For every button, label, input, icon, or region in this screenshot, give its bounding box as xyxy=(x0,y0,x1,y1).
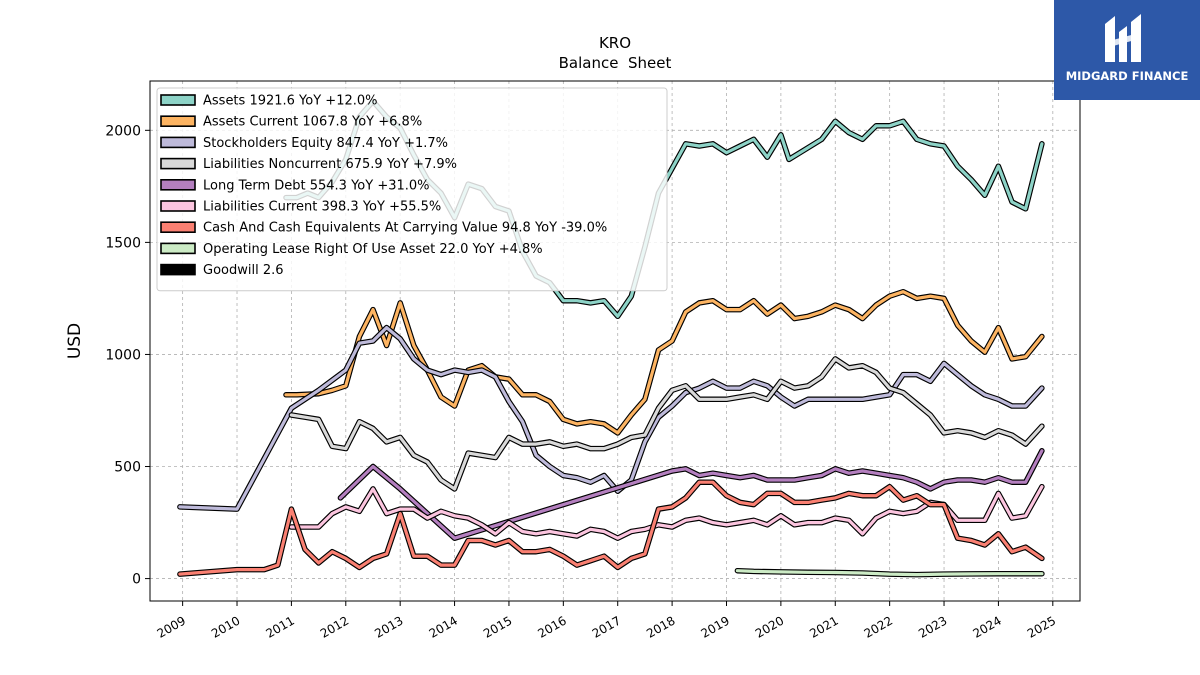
series-line-liabilities-noncurrent xyxy=(289,357,1044,491)
legend-swatch xyxy=(160,157,196,170)
x-tick-label: 2018 xyxy=(644,613,677,640)
legend-swatch xyxy=(160,115,196,127)
x-tick-label: 2023 xyxy=(916,613,949,640)
legend-swatch xyxy=(160,179,196,191)
chart-subtitle: Balance Sheet xyxy=(559,54,672,72)
legend-swatch xyxy=(160,221,196,233)
y-axis: 0 500 1000 1500 2000 xyxy=(105,123,150,588)
series-line-long-term-debt xyxy=(338,449,1044,540)
legend-entry: Cash And Cash Equivalents At Carrying Va… xyxy=(203,221,607,236)
legend-entry: Liabilities Current 398.3 YoY +55.5% xyxy=(203,200,441,215)
legend-swatch xyxy=(160,242,196,255)
x-tick-label: 2014 xyxy=(427,613,460,640)
x-tick-label: 2022 xyxy=(862,613,895,640)
legend: Assets 1921.6 YoY +12.0% Assets Current 1… xyxy=(156,87,668,292)
y-tick-label: 2000 xyxy=(105,123,141,139)
x-tick-label: 2019 xyxy=(699,613,732,640)
x-tick-label: 2009 xyxy=(155,613,188,640)
chart-title: KRO xyxy=(599,34,631,52)
legend-entry: Stockholders Equity 847.4 YoY +1.7% xyxy=(203,136,448,151)
midgard-logo-icon xyxy=(1105,14,1141,62)
legend-swatch xyxy=(160,263,196,276)
y-tick-label: 1000 xyxy=(105,347,141,363)
legend-entry: Liabilities Noncurrent 675.9 YoY +7.9% xyxy=(203,157,457,172)
brand-name: MIDGARD FINANCE xyxy=(1065,69,1189,83)
x-tick-label: 2013 xyxy=(372,613,405,640)
x-tick-label: 2011 xyxy=(263,613,296,640)
x-tick-label: 2025 xyxy=(1025,613,1058,640)
x-tick-label: 2024 xyxy=(970,613,1003,640)
x-tick-label: 2016 xyxy=(535,613,568,640)
y-tick-label: 0 xyxy=(132,572,141,588)
legend-box xyxy=(156,87,668,292)
x-axis: 2009 2010 2011 2012 2013 2014 2015 2016 2017 2018… xyxy=(155,601,1058,641)
series-line-operating-lease-right-of-use-asset xyxy=(735,569,1044,577)
legend-swatch xyxy=(160,94,196,106)
brand-logo: MIDGARD FINANCE xyxy=(1054,0,1200,100)
x-tick-label: 2020 xyxy=(753,613,786,640)
series-line-cash-and-cash-equivalents-at-carrying-value xyxy=(178,480,1044,576)
x-tick-label: 2021 xyxy=(807,613,840,640)
legend-entry: Assets 1921.6 YoY +12.0% xyxy=(203,94,378,109)
y-axis-label: USD xyxy=(65,323,85,359)
legend-swatch xyxy=(160,136,196,149)
legend-swatch xyxy=(160,200,196,212)
legend-entry: Goodwill 2.6 xyxy=(203,263,284,278)
series-line-assets-current xyxy=(284,290,1044,435)
legend-entry: Assets Current 1067.8 YoY +6.8% xyxy=(203,115,422,130)
y-tick-label: 1500 xyxy=(105,235,141,251)
legend-entry: Operating Lease Right Of Use Asset 22.0 … xyxy=(203,242,543,257)
x-tick-label: 2012 xyxy=(318,613,351,640)
series-line-liabilities-current xyxy=(289,485,1044,540)
legend-entry: Long Term Debt 554.3 YoY +31.0% xyxy=(203,178,430,193)
x-tick-label: 2017 xyxy=(590,613,623,640)
x-tick-label: 2010 xyxy=(209,613,242,640)
y-tick-label: 500 xyxy=(114,460,141,476)
x-tick-label: 2015 xyxy=(481,613,514,640)
plot-area-frame xyxy=(149,80,1081,602)
series-line-stockholders-equity xyxy=(178,326,1044,511)
